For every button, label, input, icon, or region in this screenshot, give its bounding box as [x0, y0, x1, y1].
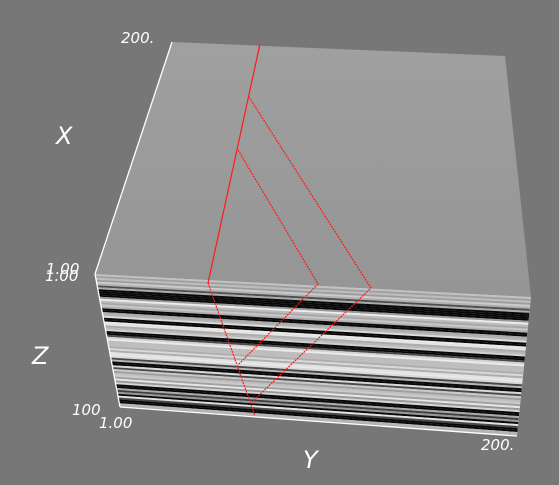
- y-axis-min-tick: 1.00: [99, 414, 133, 432]
- strata-band: [97, 285, 530, 311]
- strata-band: [101, 310, 528, 337]
- strata-band: [115, 382, 520, 413]
- strata-band: [110, 357, 523, 387]
- strata-band: [96, 281, 531, 307]
- strata-band: [110, 355, 523, 385]
- strata-band: [109, 351, 523, 381]
- strata-band: [107, 340, 524, 369]
- x-axis-line: [94, 41, 173, 275]
- strata-band: [98, 293, 529, 319]
- strata-band: [115, 380, 520, 411]
- strata-band: [117, 391, 519, 423]
- strata-band: [101, 306, 528, 333]
- strata-band: [112, 365, 522, 395]
- axis-lines: [94, 41, 518, 437]
- z-axis-line: [94, 273, 121, 408]
- strata-band: [117, 393, 519, 425]
- trace-vertical-line: [207, 43, 261, 284]
- strata-band: [97, 289, 530, 315]
- z-axis-max-tick: 100: [72, 401, 101, 419]
- strata-band: [98, 291, 530, 317]
- top-face: [95, 42, 531, 297]
- section-traces: [207, 43, 372, 417]
- y-axis-max-tick: 200.: [481, 436, 515, 454]
- trace-front-line: [207, 282, 256, 417]
- strata-band: [116, 386, 520, 417]
- strata-band: [106, 332, 525, 361]
- strata-band: [99, 298, 529, 325]
- strata-band: [99, 296, 529, 323]
- strata-band: [100, 302, 529, 329]
- y-axis-line: [119, 406, 518, 437]
- strata-band: [111, 363, 522, 393]
- strata-band: [103, 319, 527, 347]
- strata-band: [114, 376, 521, 407]
- strata-band: [113, 370, 521, 401]
- strata-band: [108, 348, 524, 377]
- z-axis-title: Z: [32, 342, 49, 370]
- strata-band: [106, 334, 525, 363]
- strata-band: [104, 323, 526, 351]
- strata-band: [102, 313, 527, 341]
- strata-band: [95, 274, 531, 299]
- strata-band: [105, 329, 526, 357]
- strata-band: [111, 359, 522, 389]
- strata-band: [100, 304, 528, 331]
- strata-band: [109, 350, 524, 379]
- strata-band: [111, 361, 522, 391]
- strata-band: [96, 279, 531, 305]
- strata-band: [101, 308, 528, 335]
- x-axis-min-tick: 1.00: [46, 260, 80, 278]
- strata-band: [116, 388, 520, 419]
- y-axis-title: Y: [303, 446, 318, 474]
- strata-band: [114, 378, 520, 409]
- strata-band: [115, 384, 520, 415]
- strata-band: [113, 374, 521, 405]
- strata-band: [104, 325, 526, 353]
- trace-outer-loop: [248, 96, 372, 403]
- strata-band: [119, 403, 518, 434]
- strata-band: [113, 372, 521, 403]
- x-axis-title: X: [56, 122, 73, 150]
- x-axis-max-tick: 200.: [121, 29, 155, 47]
- strata-band: [95, 277, 531, 303]
- strata-band: [100, 300, 529, 327]
- strata-band: [102, 312, 527, 339]
- strata-band: [117, 395, 519, 427]
- strata-band: [116, 389, 519, 421]
- trace-inner-loop: [237, 149, 319, 366]
- strata-band: [108, 344, 524, 373]
- strata-band: [107, 338, 525, 367]
- strata-band: [112, 367, 522, 397]
- strata-band: [105, 331, 525, 359]
- strata-band: [107, 342, 524, 371]
- strata-band: [106, 336, 525, 365]
- strata-band: [96, 283, 531, 309]
- strata-band: [108, 346, 524, 375]
- strata-band: [118, 399, 518, 430]
- strata-band: [112, 369, 522, 399]
- strata-band: [118, 401, 518, 432]
- z-axis-min-tick: 1.00: [45, 267, 79, 285]
- strata-band: [102, 315, 527, 343]
- strata-band: [103, 317, 527, 345]
- strata-bands: [95, 274, 531, 436]
- strata-band: [118, 397, 518, 429]
- strata-band: [97, 287, 530, 313]
- strata-band: [98, 294, 529, 321]
- strata-band: [103, 321, 527, 349]
- strata-band: [110, 353, 523, 383]
